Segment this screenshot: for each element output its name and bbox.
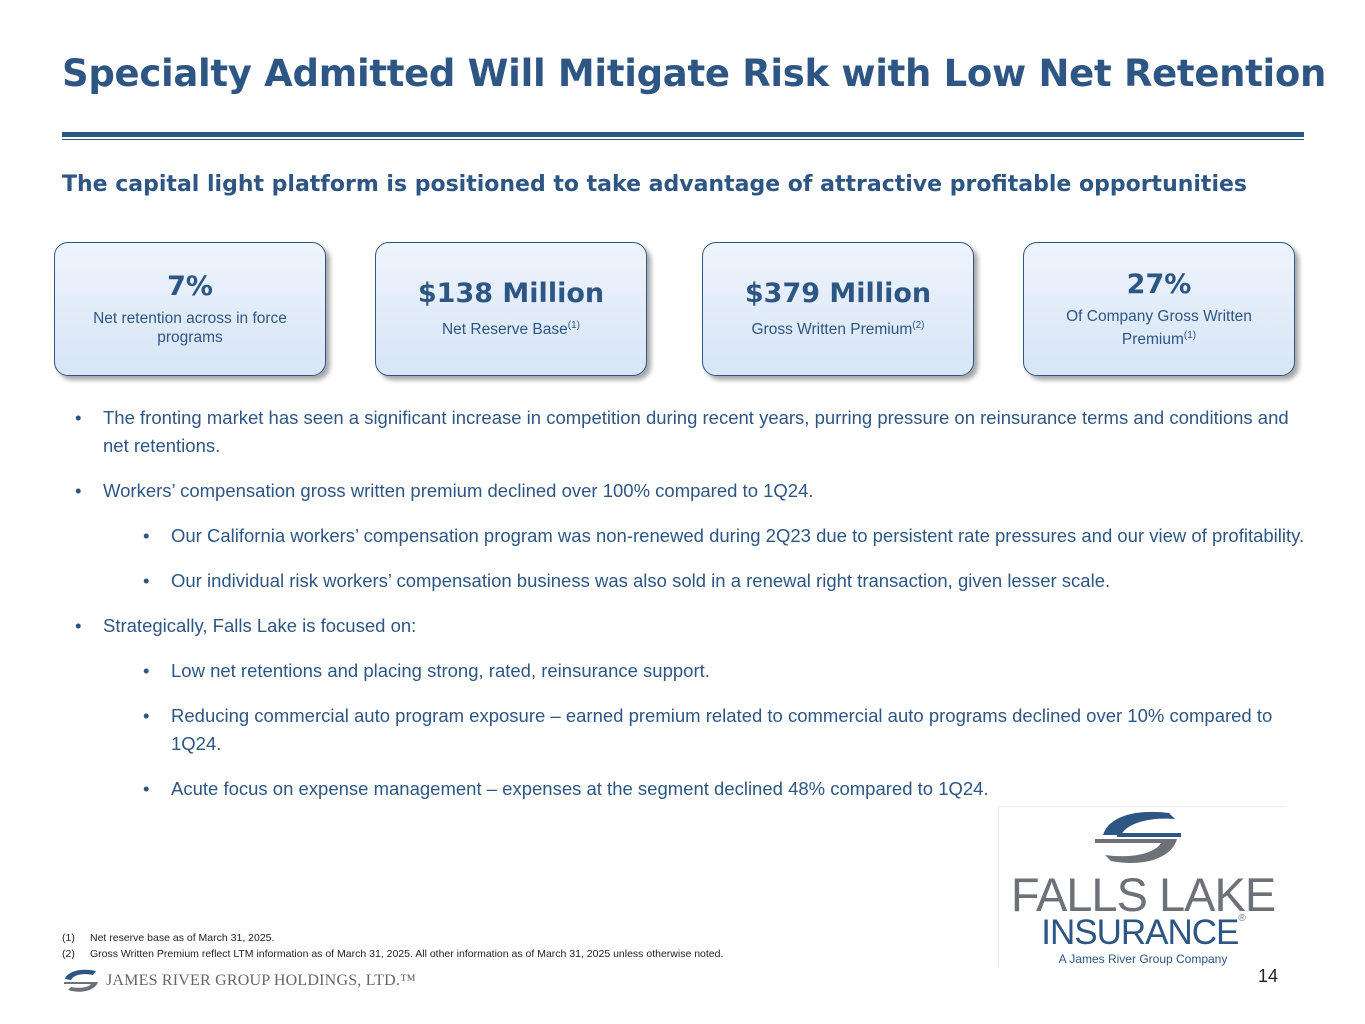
james-river-wordmark: JAMES RIVER GROUP HOLDINGS, LTD.™: [106, 972, 417, 989]
sub-bullet-item: Reducing commercial auto program exposur…: [75, 702, 1305, 758]
bullet-item: Workers’ compensation gross written prem…: [75, 477, 1305, 505]
stat-label: Gross Written Premium(2): [751, 320, 925, 339]
stat-label: Of Company Gross Written Premium(1): [1066, 307, 1252, 349]
stat-label: Net retention across in force programs: [93, 310, 287, 346]
footnote-number: (1): [62, 932, 75, 944]
bullet-list: The fronting market has seen a significa…: [75, 404, 1305, 820]
james-river-swoosh-icon: [64, 969, 98, 992]
sub-bullet-item: Acute focus on expense management – expe…: [75, 775, 1305, 803]
sub-bullet-item: Low net retentions and placing strong, r…: [75, 657, 1305, 685]
falls-lake-swoosh-icon: [1095, 811, 1181, 863]
footnote: (1) Net reserve base as of March 31, 202…: [62, 930, 723, 946]
footnote-number: (2): [62, 948, 75, 960]
footnote-ref: (2): [912, 320, 925, 332]
stat-card-company-gwp-share: 27% Of Company Gross Written Premium(1): [1023, 242, 1295, 376]
bullet-item: Strategically, Falls Lake is focused on:: [75, 612, 1305, 640]
bullet-item: The fronting market has seen a significa…: [75, 404, 1305, 460]
footnote-text: Gross Written Premium reflect LTM inform…: [90, 948, 724, 960]
title-divider-thick: [62, 132, 1304, 137]
james-river-logo: JAMES RIVER GROUP HOLDINGS, LTD.™: [62, 968, 416, 994]
stat-value: 27%: [1126, 268, 1192, 300]
stat-value: $379 Million: [744, 278, 932, 310]
stat-card-net-reserve-base: $138 Million Net Reserve Base(1): [375, 242, 647, 376]
falls-lake-wordmark: FALLS LAKE: [1010, 868, 1276, 921]
stat-value: 7%: [167, 271, 213, 302]
footnote-text: Net reserve base as of March 31, 2025.: [90, 932, 275, 944]
footnote: (2) Gross Written Premium reflect LTM in…: [62, 946, 723, 962]
insurance-wordmark: INSURANCE®: [1041, 913, 1246, 952]
falls-lake-logo: FALLS LAKE INSURANCE® A James River Grou…: [998, 806, 1287, 969]
stat-card-net-retention: 7% Net retention across in force program…: [54, 242, 326, 376]
footnote-ref: (1): [567, 320, 580, 332]
stat-label: Net Reserve Base(1): [441, 320, 580, 339]
page-number: 14: [1258, 966, 1279, 986]
falls-lake-tagline: A James River Group Company: [1058, 952, 1228, 966]
registered-mark: ®: [1238, 913, 1245, 924]
slide-subtitle: The capital light platform is positioned…: [62, 172, 1248, 197]
title-divider-thin: [62, 139, 1304, 140]
slide-title: Specialty Admitted Will Mitigate Risk wi…: [62, 52, 1327, 95]
sub-bullet-item: Our individual risk workers’ compensatio…: [75, 567, 1305, 595]
stat-value: $138 Million: [417, 278, 605, 310]
stat-card-gross-written-premium: $379 Million Gross Written Premium(2): [702, 242, 974, 376]
sub-bullet-item: Our California workers’ compensation pro…: [75, 522, 1305, 550]
footnote-ref: (1): [1183, 329, 1197, 341]
footnotes: (1) Net reserve base as of March 31, 202…: [62, 930, 723, 962]
